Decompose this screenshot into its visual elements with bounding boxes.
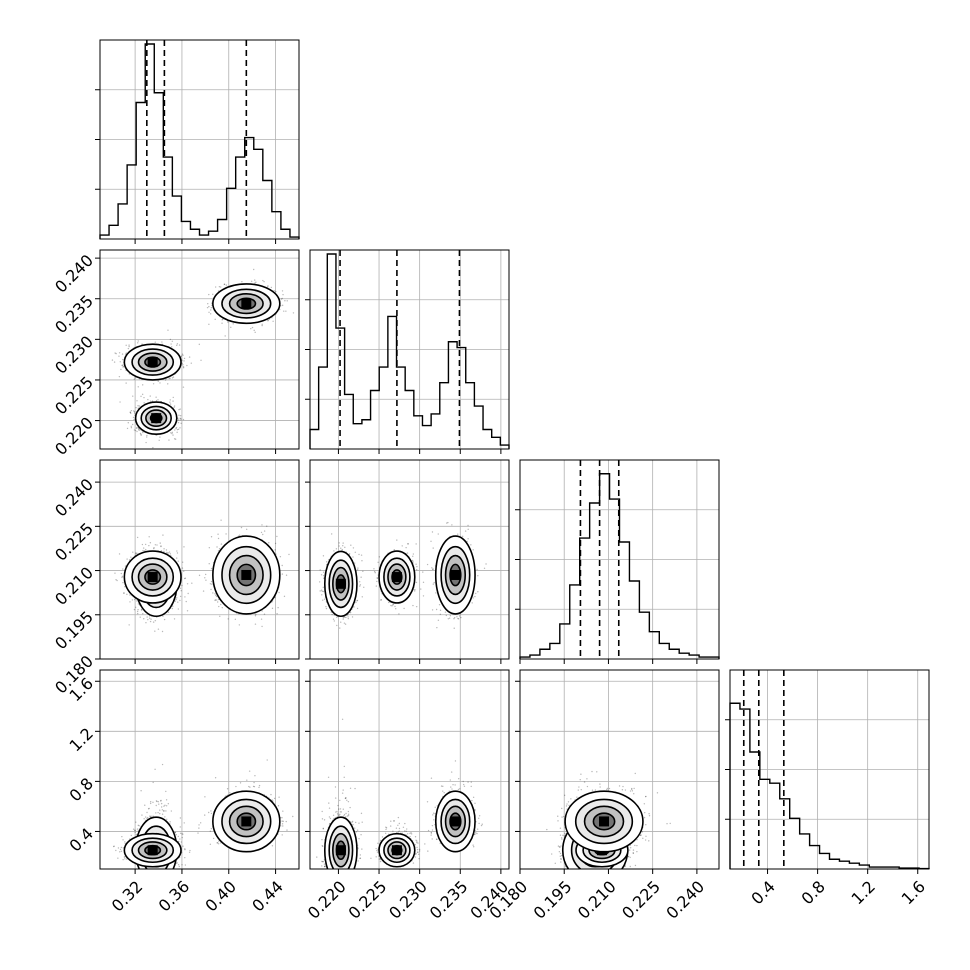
histogram-panel-1 bbox=[95, 39, 300, 244]
histogram-panel-2 bbox=[305, 249, 510, 454]
x-tick-label: 0.40 bbox=[201, 877, 240, 916]
y-tick-label: 0.220 bbox=[51, 413, 97, 459]
density-peak bbox=[147, 572, 158, 583]
density-peak bbox=[147, 845, 158, 856]
y-tick-label: 0.225 bbox=[51, 373, 97, 419]
y-tick-label: 0.225 bbox=[51, 519, 97, 565]
density-peak bbox=[335, 578, 346, 589]
histogram-bars-1 bbox=[99, 43, 300, 239]
scatter-points bbox=[316, 718, 483, 869]
scatter-panel-4-1 bbox=[95, 669, 300, 874]
histogram-outline bbox=[99, 43, 300, 239]
x-tick-label: 0.230 bbox=[385, 877, 431, 923]
histogram-panel-3 bbox=[515, 459, 720, 664]
x-tick-labels-col-4: 0.4 0.8 1.2 1.6 bbox=[747, 877, 929, 908]
x-tick-label: 0.220 bbox=[304, 877, 350, 923]
density-peak bbox=[241, 569, 252, 580]
histogram-outline bbox=[729, 702, 930, 870]
scatter-points bbox=[546, 770, 671, 869]
x-tick-label: 0.225 bbox=[618, 877, 664, 923]
scatter-points bbox=[111, 268, 295, 449]
x-tick-label: 0.240 bbox=[662, 877, 708, 923]
scatter-points bbox=[318, 521, 487, 629]
x-tick-label: 0.8 bbox=[797, 877, 828, 908]
density-peak bbox=[241, 816, 252, 827]
density-peak bbox=[391, 572, 402, 583]
x-tick-label: 0.32 bbox=[108, 877, 147, 916]
y-tick-label: 0.4 bbox=[66, 824, 97, 855]
panel-frame bbox=[519, 669, 720, 870]
x-tick-labels-col-1: 0.32 0.36 0.40 0.44 bbox=[108, 877, 287, 916]
y-tick-label: 1.2 bbox=[66, 724, 97, 755]
density-peak bbox=[599, 816, 610, 827]
panel-frame bbox=[99, 249, 300, 450]
histogram-panel-4 bbox=[725, 669, 930, 874]
scatter-points bbox=[114, 519, 290, 633]
x-tick-label: 1.6 bbox=[898, 877, 929, 908]
y-tick-label: 0.230 bbox=[51, 332, 97, 378]
y-tick-label: 0.8 bbox=[66, 774, 97, 805]
x-tick-label: 0.44 bbox=[248, 877, 287, 916]
density-peak bbox=[450, 569, 461, 580]
histogram-outline bbox=[519, 473, 720, 659]
scatter-panel-4-3 bbox=[515, 669, 720, 874]
y-tick-label: 0.210 bbox=[51, 563, 97, 609]
y-tick-label: 0.240 bbox=[51, 475, 97, 521]
density-peak bbox=[151, 413, 162, 424]
histogram-bars-2 bbox=[309, 253, 510, 449]
scatter-panel-2-1 bbox=[95, 249, 300, 454]
scatter-points bbox=[113, 759, 294, 869]
y-tick-label: 0.195 bbox=[51, 607, 97, 653]
x-tick-label: 1.2 bbox=[848, 877, 879, 908]
y-tick-label: 0.240 bbox=[51, 251, 97, 297]
x-tick-label: 0.195 bbox=[530, 877, 576, 923]
y-tick-label: 0.235 bbox=[51, 291, 97, 337]
histogram-outline bbox=[309, 253, 510, 449]
x-tick-label: 0.210 bbox=[574, 877, 620, 923]
panel-frame bbox=[309, 459, 510, 660]
x-tick-label: 0.4 bbox=[747, 877, 778, 908]
histogram-bars-4 bbox=[729, 702, 930, 870]
panel-frame bbox=[99, 669, 300, 870]
y-tick-labels-row-4: 0.40.81.21.6 bbox=[66, 674, 97, 856]
panel-frame bbox=[99, 459, 300, 660]
panel-frame bbox=[309, 669, 510, 870]
density-peak bbox=[241, 298, 252, 309]
x-tick-label: 0.36 bbox=[155, 877, 194, 916]
scatter-panel-4-2 bbox=[305, 669, 510, 874]
x-tick-label: 0.235 bbox=[426, 877, 472, 923]
density-peak bbox=[450, 816, 461, 827]
density-peak bbox=[147, 357, 158, 368]
x-tick-label: 0.225 bbox=[345, 877, 391, 923]
scatter-panel-3-2 bbox=[305, 459, 510, 664]
density-peak bbox=[335, 845, 346, 856]
scatter-panel-3-1 bbox=[95, 459, 300, 664]
density-peak bbox=[391, 845, 402, 856]
histogram-bars-3 bbox=[519, 473, 720, 659]
